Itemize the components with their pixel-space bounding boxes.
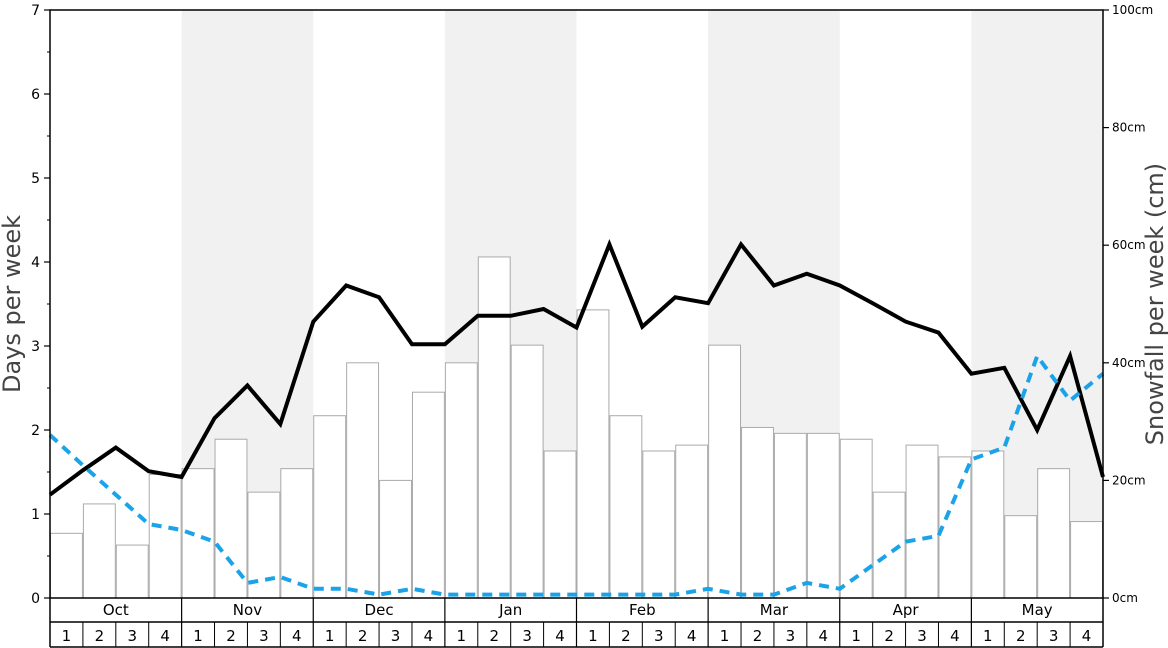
week-label: 4 — [424, 627, 434, 645]
y2-tick-label: 40cm — [1112, 356, 1146, 370]
snowfall-bar — [115, 544, 149, 599]
snowfall-bar — [971, 450, 1005, 599]
y2-tick-label: 0cm — [1112, 591, 1138, 605]
month-label: May — [1022, 601, 1053, 619]
week-label: 4 — [555, 627, 565, 645]
snowfall-bar — [148, 474, 182, 599]
week-label: 1 — [325, 627, 335, 645]
y-tick-label: 7 — [31, 3, 40, 19]
snowfall-bar — [872, 491, 906, 599]
snowfall-bar — [1037, 468, 1071, 599]
week-label: 2 — [226, 627, 236, 645]
snowfall-bar — [806, 432, 840, 599]
month-label: Jan — [498, 601, 522, 619]
dashed-line-series — [48, 351, 1105, 597]
week-label: 2 — [489, 627, 499, 645]
y2-tick-label: 100cm — [1112, 3, 1153, 17]
snowfall-bar — [741, 426, 774, 599]
y-tick-label: 5 — [31, 171, 40, 187]
week-label: 1 — [193, 627, 203, 645]
week-label: 1 — [457, 627, 467, 645]
snowfall-bar — [839, 438, 873, 599]
snowfall-bar — [576, 309, 610, 599]
snowfall-bar — [280, 468, 314, 599]
snowfall-bar — [543, 450, 577, 599]
week-label: 4 — [950, 627, 960, 645]
snowfall-bar — [346, 362, 380, 599]
snowfall-bar — [773, 432, 807, 599]
y-axis-left: 0 1 2 3 4 5 6 7 — [31, 3, 50, 607]
snowfall-bar — [444, 362, 478, 599]
y-tick-label: 6 — [31, 87, 40, 103]
snowfall-bar — [510, 344, 544, 599]
week-label: 2 — [884, 627, 894, 645]
week-label: 3 — [391, 627, 401, 645]
y2-tick-label: 80cm — [1112, 121, 1146, 135]
snowfall-bar — [708, 344, 742, 599]
y-tick-label: 2 — [31, 423, 40, 439]
snowfall-bar — [379, 479, 412, 599]
week-label: 2 — [753, 627, 763, 645]
week-label: 2 — [621, 627, 631, 645]
snowfall-bars — [50, 256, 1103, 599]
week-label: 1 — [720, 627, 730, 645]
month-label: Apr — [893, 601, 920, 619]
snowfall-bar — [50, 532, 83, 599]
snowfall-bar — [477, 256, 511, 599]
snowfall-bar — [642, 450, 676, 599]
snowfall-bar — [675, 444, 709, 599]
y2-axis-title: Snowfall per week (cm) — [1141, 163, 1168, 445]
week-label: 1 — [851, 627, 861, 645]
week-label: 4 — [160, 627, 170, 645]
week-label: 3 — [259, 627, 269, 645]
week-label: 1 — [983, 627, 993, 645]
y2-tick-label: 60cm — [1112, 238, 1146, 252]
week-label: 3 — [786, 627, 796, 645]
y-axis-right: 0cm 20cm 40cm 60cm 80cm 100cm — [1103, 3, 1153, 605]
snowfall-bar — [411, 391, 445, 599]
month-label: Feb — [629, 601, 656, 619]
week-label: 3 — [654, 627, 664, 645]
y2-tick-label: 20cm — [1112, 473, 1146, 487]
month-label: Oct — [103, 601, 129, 619]
y-tick-label: 0 — [31, 591, 40, 607]
week-label: 3 — [917, 627, 927, 645]
week-label: 3 — [1049, 627, 1059, 645]
snowfall-bar — [82, 503, 116, 599]
month-label: Nov — [233, 601, 262, 619]
y-axis-title: Days per week — [0, 215, 26, 393]
y-tick-label: 3 — [31, 339, 40, 355]
week-label: 4 — [819, 627, 829, 645]
week-label: 4 — [1082, 627, 1092, 645]
week-label: 4 — [292, 627, 302, 645]
week-label: 1 — [588, 627, 598, 645]
day-lines — [48, 238, 1105, 597]
week-label: 1 — [62, 627, 72, 645]
snowfall-bar — [1004, 515, 1038, 599]
month-label: Dec — [365, 601, 394, 619]
month-label: Mar — [760, 601, 789, 619]
week-label: 3 — [522, 627, 532, 645]
snowfall-bar — [1070, 521, 1103, 599]
snowfall-bar — [905, 444, 939, 599]
week-label: 4 — [687, 627, 697, 645]
y-tick-label: 4 — [31, 255, 40, 271]
solid-line-series — [48, 238, 1105, 497]
week-label: 2 — [358, 627, 368, 645]
week-label: 2 — [95, 627, 105, 645]
snowfall-bar — [938, 456, 972, 599]
week-label: 3 — [127, 627, 137, 645]
week-label: 2 — [1016, 627, 1026, 645]
y-tick-label: 1 — [31, 507, 40, 523]
x-axis: Oct 1 2 3 4 Nov 1 2 3 4 Dec 1 2 3 4 Jan 1 2 3 4 Feb 1 2 3 4 Mar 1 2… — [49, 598, 1104, 648]
snowfall-bar — [609, 415, 643, 599]
snowfall-bar — [313, 415, 347, 599]
